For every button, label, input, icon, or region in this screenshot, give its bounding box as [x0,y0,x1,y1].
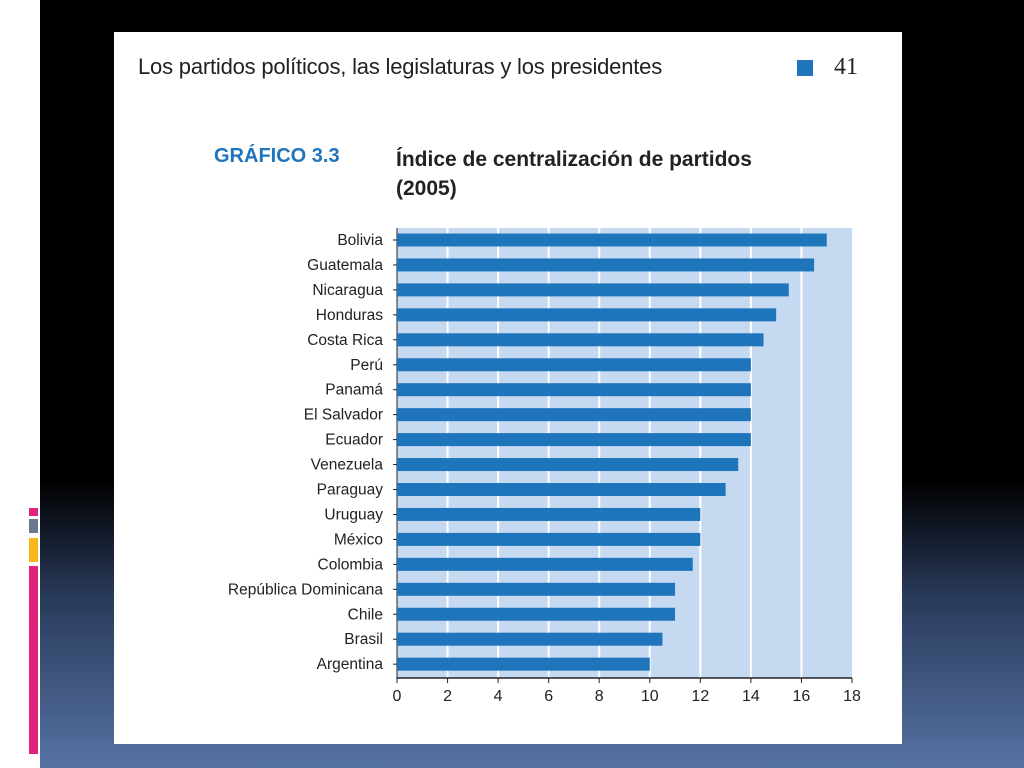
category-label: Costa Rica [307,332,383,349]
category-label: Brasil [344,631,383,648]
bar-perú [397,358,751,372]
category-label: México [334,531,383,548]
category-label: Colombia [318,556,384,573]
bar-nicaragua [397,283,789,297]
category-label: Venezuela [311,457,384,474]
bar-guatemala [397,258,815,272]
x-tick-label: 4 [494,688,503,705]
bar-argentina [397,657,650,671]
category-label: Uruguay [324,506,383,523]
bar-uruguay [397,507,701,521]
figure-title: Índice de centralización de partidos (20… [396,145,876,203]
bar-el-salvador [397,408,751,422]
x-tick-label: 14 [742,688,760,705]
x-tick-label: 16 [793,688,811,705]
category-label: El Salvador [304,407,383,424]
x-tick-label: 10 [641,688,659,705]
bar-costa-rica [397,333,764,347]
bar-república-dominicana [397,582,676,596]
page-header: Los partidos políticos, las legislaturas… [138,54,663,79]
category-label: Perú [350,357,383,374]
bar-chile [397,607,676,621]
accent-bar-pink [29,566,38,754]
category-label: Ecuador [325,432,383,449]
category-label: Chile [348,606,383,623]
figure-title-line1: Índice de centralización de partidos [396,148,752,171]
category-label: Guatemala [307,257,383,274]
x-tick-label: 2 [443,688,452,705]
x-tick-label: 0 [393,688,402,705]
x-tick-label: 18 [843,688,861,705]
figure-title-line2: (2005) [396,177,457,200]
accent-bar-yellow [29,538,38,562]
bar-paraguay [397,483,726,496]
category-label: Honduras [316,307,383,324]
slide-decoration-icon [18,48,42,120]
accent-bar-pink-top [29,508,38,516]
bar-venezuela [397,458,739,472]
category-label: Bolivia [337,232,383,249]
category-label: Paraguay [317,482,384,499]
category-label: Nicaragua [312,282,383,299]
category-label: Argentina [317,656,384,673]
category-label: Panamá [325,382,383,399]
accent-bar-gray [29,519,38,533]
x-tick-label: 6 [544,688,553,705]
bar-chart: 0 2 4 6 8 10 12 14 16 18 Bolivia Guatemala Nicaragua… [228,228,861,705]
x-tick-label: 12 [691,688,709,705]
figure-label: GRÁFICO 3.3 [214,145,340,167]
bar-ecuador [397,433,751,447]
page-number: 41 [834,54,858,80]
bar-méxico [397,532,701,546]
category-label: República Dominicana [228,581,383,598]
bar-brasil [397,632,663,646]
bar-panamá [397,383,751,397]
plot-background [397,228,852,678]
page-marker-square [797,60,813,76]
scanned-page: Los partidos políticos, las legislaturas… [114,32,902,744]
x-tick-label: 8 [595,688,604,705]
bar-colombia [397,557,693,571]
bar-bolivia [397,233,827,247]
bar-honduras [397,308,777,322]
